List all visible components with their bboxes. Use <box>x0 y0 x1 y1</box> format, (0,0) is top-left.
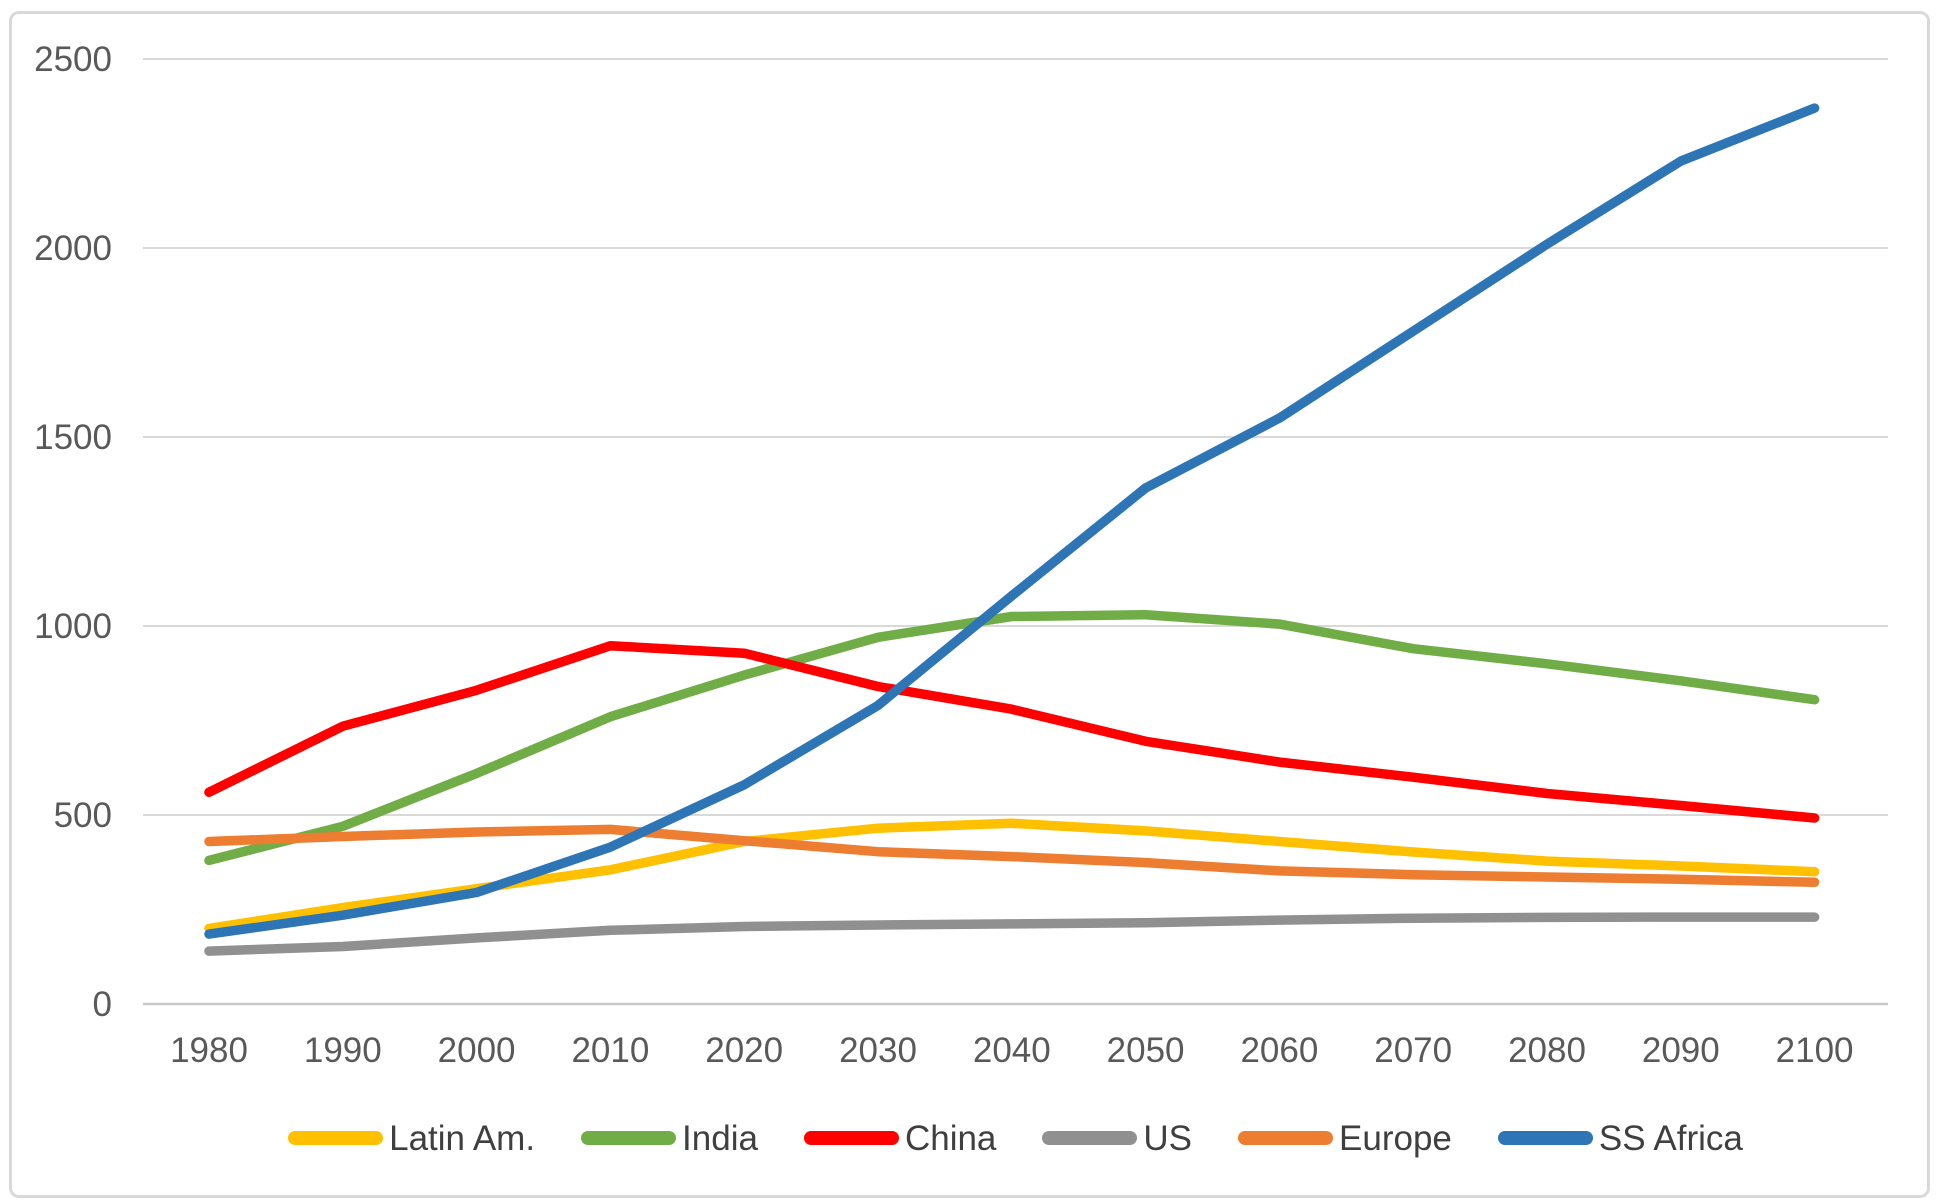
legend-item-europe: Europe <box>1238 1121 1452 1156</box>
series-line-india <box>204 609 1820 866</box>
legend-item-china: China <box>803 1118 997 1158</box>
legend-label: Latin Am. <box>389 1118 536 1158</box>
series-line-ss-africa <box>204 103 1820 939</box>
x-tick-label: 2040 <box>973 1031 1051 1070</box>
series-line-europe <box>204 824 1820 888</box>
chart-legend: Latin Am. India China US Europe SS Afric… <box>143 1108 1888 1168</box>
x-tick-label: 2080 <box>1508 1031 1586 1070</box>
legend-label: SS Africa <box>1598 1118 1743 1158</box>
legend-item-ss-africa: SS Africa <box>1497 1118 1743 1158</box>
china-line-swatch <box>803 1131 899 1145</box>
y-tick-label: 500 <box>54 796 112 835</box>
x-tick-label: 1980 <box>170 1031 248 1070</box>
x-tick-label: 2090 <box>1642 1031 1720 1070</box>
y-tick-label: 2500 <box>34 40 112 79</box>
legend-label: India <box>682 1118 758 1158</box>
series-line-china <box>204 640 1820 823</box>
series-line-us <box>204 912 1820 956</box>
y-tick-label: 1500 <box>34 418 112 457</box>
legend-item-us: US <box>1042 1121 1192 1156</box>
x-tick-label: 1990 <box>304 1031 382 1070</box>
latin-am-line-swatch <box>288 1131 384 1145</box>
legend-label: China <box>904 1118 997 1158</box>
x-tick-label: 2100 <box>1776 1031 1854 1070</box>
legend-label: US <box>1143 1118 1193 1158</box>
x-tick-label: 2030 <box>839 1031 917 1070</box>
x-tick-label: 2070 <box>1374 1031 1452 1070</box>
us-line-swatch <box>1042 1131 1138 1145</box>
x-tick-label: 2020 <box>705 1031 783 1070</box>
legend-label: Europe <box>1339 1118 1452 1158</box>
legend-item-india: India <box>581 1121 758 1156</box>
y-tick-label: 0 <box>93 985 112 1024</box>
legend-item-latin-am: Latin Am. <box>288 1121 535 1156</box>
y-tick-label: 2000 <box>34 229 112 268</box>
india-line-swatch <box>581 1131 677 1145</box>
x-tick-label: 2050 <box>1107 1031 1185 1070</box>
y-tick-label: 1000 <box>34 607 112 646</box>
x-tick-label: 2000 <box>438 1031 516 1070</box>
x-tick-label: 2010 <box>571 1031 649 1070</box>
x-tick-label: 2060 <box>1240 1031 1318 1070</box>
ss-africa-line-swatch <box>1497 1131 1593 1145</box>
europe-line-swatch <box>1238 1131 1334 1145</box>
